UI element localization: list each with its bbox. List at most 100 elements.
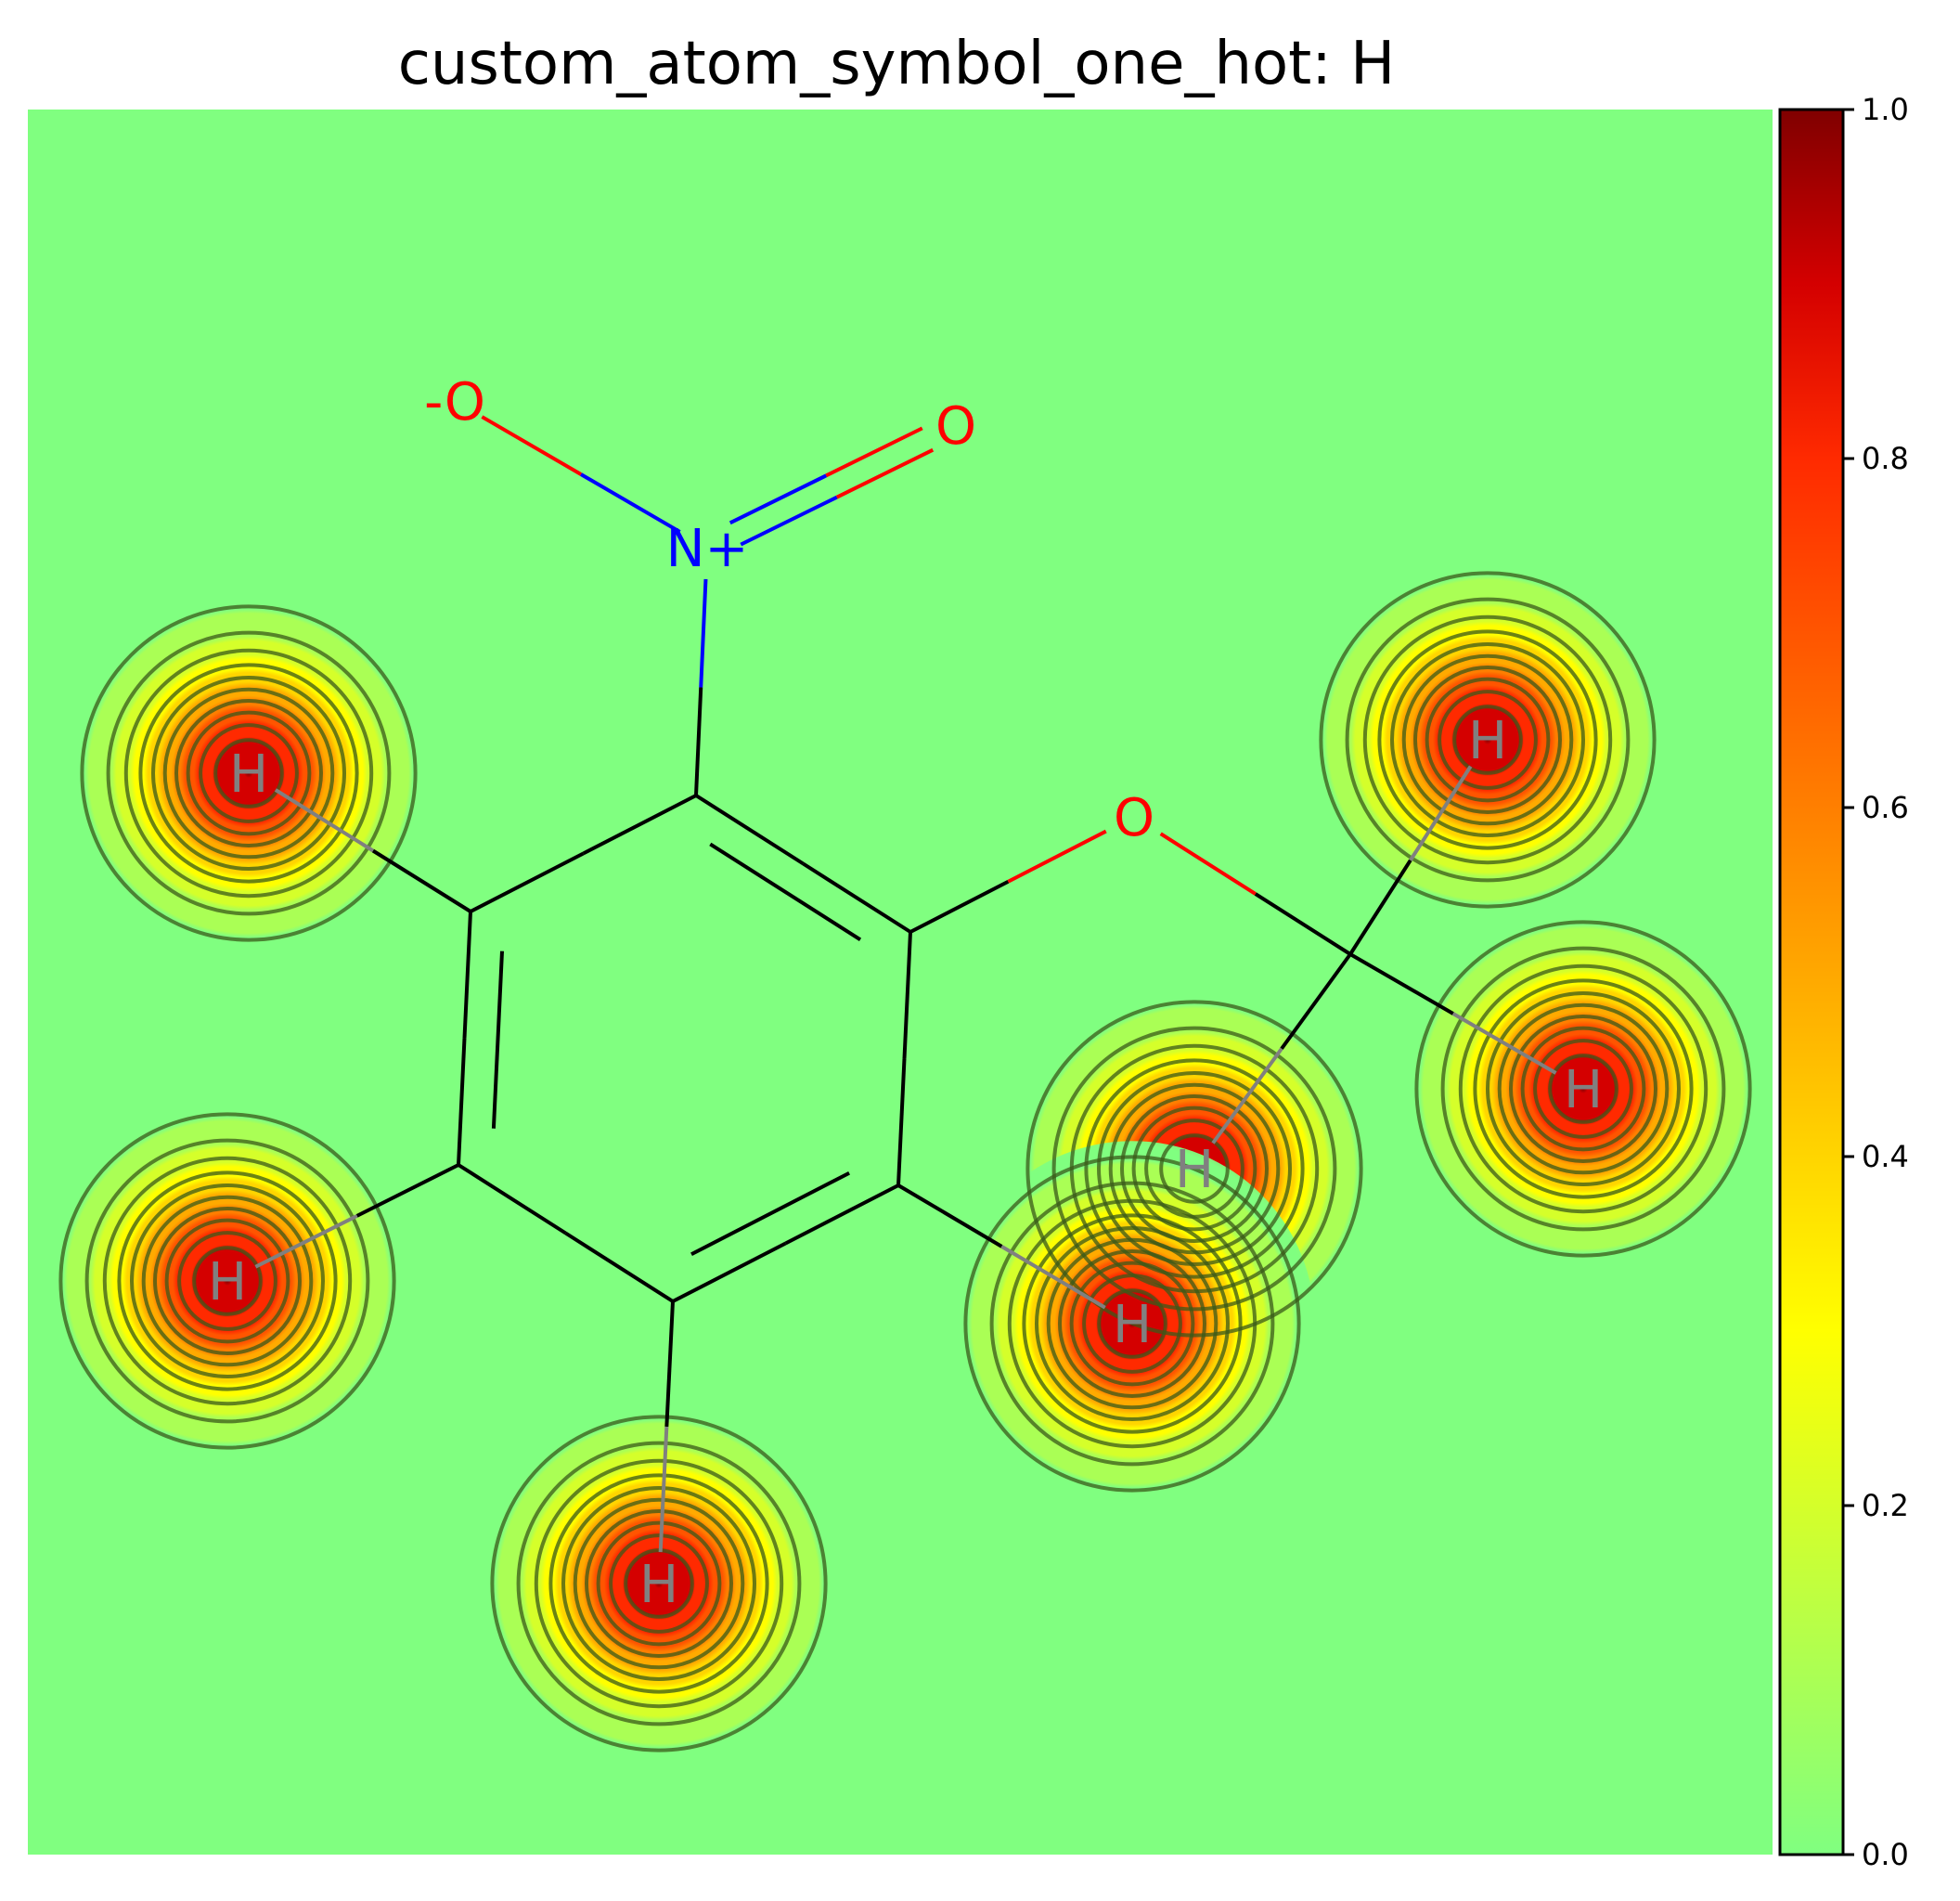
contour-ring	[199, 723, 299, 823]
contour-ring	[1159, 1133, 1230, 1204]
contour-ring	[186, 710, 312, 836]
contour-ring	[1345, 597, 1631, 883]
bond-c2-c3	[896, 931, 912, 1186]
bond-c5-c6	[457, 911, 505, 1166]
contour-ring	[516, 1441, 802, 1726]
contour-ring	[1440, 946, 1726, 1232]
atom-label-h3: H	[1175, 1140, 1214, 1200]
contour-ring	[58, 1112, 396, 1450]
chart-title: custom_atom_symbol_one_hot: H	[398, 30, 1396, 98]
contour-ring	[989, 1181, 1275, 1467]
atom-label-h6: H	[208, 1252, 247, 1313]
contour-ring	[1319, 571, 1657, 909]
contour-ring	[84, 1138, 370, 1424]
heat-blob-h1	[1305, 557, 1670, 923]
contour-ring	[80, 604, 418, 942]
contour-ring	[1097, 1288, 1167, 1359]
bonds	[254, 415, 1557, 1553]
bond-c6-h7	[274, 788, 472, 913]
contour-ring	[548, 1473, 769, 1694]
contour-ring	[1413, 666, 1562, 814]
contour-ring	[1131, 1106, 1257, 1232]
colorbar-tick-label: 0.2	[1862, 1488, 1909, 1523]
contour-ring	[1486, 991, 1681, 1186]
contour-ring	[141, 1195, 314, 1367]
bond-n1-o1	[481, 415, 681, 534]
contour-ring	[573, 1497, 745, 1670]
contour-ring	[585, 1509, 733, 1658]
atom-label-o2: O	[935, 396, 976, 457]
contour-ring	[164, 1218, 290, 1344]
bond-n1-o2	[729, 426, 935, 547]
contour-ring	[1414, 920, 1752, 1258]
bond-c7-h2	[1348, 952, 1557, 1075]
contour-ring	[1051, 1026, 1337, 1312]
bond-c4-c5	[457, 1163, 675, 1303]
contour-ring	[609, 1533, 709, 1634]
contour-ring	[1097, 1071, 1292, 1266]
contour-ring	[1401, 653, 1574, 826]
contour-ring	[1058, 1249, 1206, 1398]
colorbar-scale	[1778, 108, 1845, 1856]
plot-area: N+ -O O O H H H H H H H	[28, 110, 1773, 1855]
contour-ring	[1084, 1058, 1305, 1279]
colorbar-tick-label: 0.8	[1862, 441, 1909, 476]
atom-label-h4: H	[1113, 1295, 1152, 1355]
contour-ring	[1120, 1094, 1269, 1243]
bond-c3-h4	[896, 1183, 1106, 1310]
bond-c5-h6	[254, 1163, 459, 1269]
bond-c2-o3	[909, 829, 1107, 934]
colorbar-tick-label: 0.4	[1862, 1139, 1909, 1174]
contour-ring	[123, 648, 374, 899]
contour-ring	[1046, 1237, 1219, 1410]
colorbar-tick-label: 1.0	[1862, 92, 1909, 127]
contour-ring	[130, 1183, 325, 1378]
contour-ring	[1497, 1002, 1670, 1175]
atom-label-o1: -O	[424, 372, 485, 433]
contour-ring	[1452, 705, 1523, 775]
contour-ring	[102, 1156, 353, 1406]
bond-c1-n1	[694, 578, 708, 796]
heat-blob-h5	[476, 1401, 842, 1766]
bond-c1-c2	[694, 794, 912, 942]
atom-label-n1: N+	[666, 519, 749, 579]
contour-ring	[1438, 690, 1538, 790]
contour-ring	[963, 1155, 1301, 1493]
atom-label-o3: O	[1114, 788, 1154, 848]
contour-ring	[106, 630, 392, 916]
contour-ring	[534, 1458, 784, 1709]
heat-blob-h7	[66, 590, 432, 956]
contour-ring	[174, 699, 323, 847]
contour-ring	[1425, 677, 1551, 803]
contour-ring	[561, 1486, 756, 1681]
bond-c6-c1	[470, 794, 697, 913]
bond-o3-c7	[1159, 832, 1352, 956]
atom-label-h2: H	[1564, 1060, 1603, 1120]
contour-ring	[192, 1246, 263, 1316]
contour-ring	[1509, 1015, 1657, 1163]
contour-ring	[1548, 1054, 1618, 1124]
atom-label-h5: H	[639, 1555, 678, 1615]
bond-c3-c4	[672, 1170, 899, 1303]
bond-c4-h5	[658, 1300, 675, 1553]
contour-ring	[1069, 1261, 1195, 1387]
heat-blob-h6	[45, 1098, 410, 1464]
contour-ring	[1458, 963, 1709, 1214]
contour-ring	[1533, 1039, 1633, 1139]
contour-ring	[1025, 1000, 1363, 1338]
atom-labels: N+ -O O O H H H H H H H	[208, 372, 1603, 1615]
atom-label-h1: H	[1468, 711, 1507, 771]
contour-ring	[1007, 1198, 1257, 1449]
contour-ring	[153, 1207, 302, 1355]
contour-ring	[490, 1415, 828, 1752]
contour-ring	[1362, 614, 1613, 865]
contour-ring	[138, 663, 359, 884]
contour-ring	[596, 1520, 722, 1647]
contour-ring	[1377, 629, 1598, 850]
colorbar-tick-label: 0.6	[1862, 790, 1909, 825]
heat-blobs	[45, 557, 1766, 1766]
heat-blob-h2	[1400, 906, 1766, 1272]
bond-c7-h1	[1348, 765, 1473, 956]
contour-ring	[1022, 1213, 1243, 1434]
contour-lines	[58, 571, 1752, 1752]
